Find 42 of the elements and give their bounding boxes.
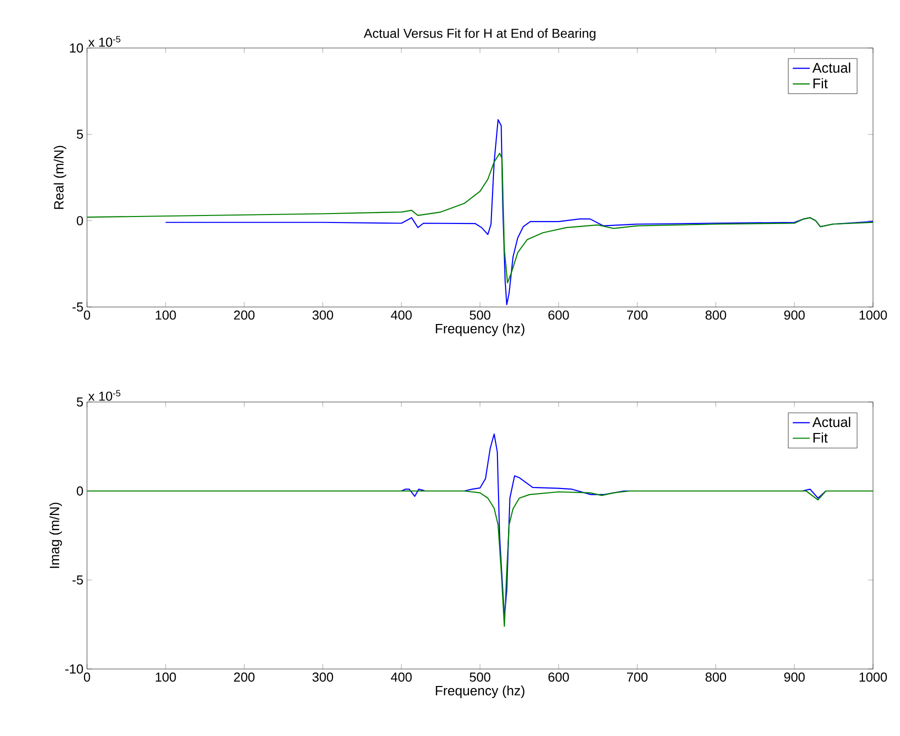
x-tick-label: 1000 xyxy=(860,310,887,320)
y-tick-label: 0 xyxy=(76,216,83,226)
x-tick-label: 500 xyxy=(470,672,490,682)
legend-label: Actual xyxy=(812,62,850,73)
x-axis-title: Frequency (hz) xyxy=(436,324,524,336)
x-tick-label: 700 xyxy=(627,672,648,682)
x-tick-label: 400 xyxy=(390,672,412,682)
x-tick-label: 200 xyxy=(234,310,255,320)
x-tick-label: 100 xyxy=(156,672,176,682)
x-tick-label: 900 xyxy=(784,310,805,320)
y-tick-label: 5 xyxy=(76,397,83,407)
y-tick-label: -5 xyxy=(72,302,83,312)
text: x 10$^{-5}$ xyxy=(88,390,120,401)
chart-title: Actual Versus Fit for H at End of Bearing xyxy=(364,28,596,40)
x-tick-label: 800 xyxy=(706,672,726,682)
x-tick-label: 300 xyxy=(312,672,334,682)
y-tick-label: -5 xyxy=(72,575,83,585)
x-tick-label: 600 xyxy=(548,310,569,320)
x-tick-label: 700 xyxy=(627,310,648,320)
y-tick-label: 0 xyxy=(76,486,83,496)
x-axis-title: Frequency (hz) xyxy=(436,686,524,698)
x-tick-label: 500 xyxy=(470,310,490,320)
y-tick-label: 10 xyxy=(70,43,83,53)
x-tick-label: 600 xyxy=(548,672,569,682)
x-tick-label: 300 xyxy=(312,310,334,320)
x-tick-label: 200 xyxy=(234,672,254,682)
legend-label: Fit xyxy=(813,78,828,88)
x-tick-label: 100 xyxy=(156,310,176,320)
x-tick-label: 1000 xyxy=(860,672,887,682)
x-tick-label: 0 xyxy=(84,672,90,682)
line-series xyxy=(86,490,874,627)
x-tick-label: 400 xyxy=(390,310,412,320)
x-tick-label: 0 xyxy=(84,310,90,320)
legend-label: Actual xyxy=(812,416,850,428)
text: x 10$^{-5}$ xyxy=(88,36,120,47)
y-tick-label: -10 xyxy=(65,664,83,674)
y-axis-title: Real (m/N) xyxy=(54,146,66,209)
legend-label: Fit xyxy=(813,432,828,443)
y-axis-title: Imag (m/N) xyxy=(49,502,62,568)
y-tick-label: 5 xyxy=(76,130,83,139)
x-tick-label: 900 xyxy=(784,672,805,682)
x-tick-label: 800 xyxy=(706,310,726,320)
